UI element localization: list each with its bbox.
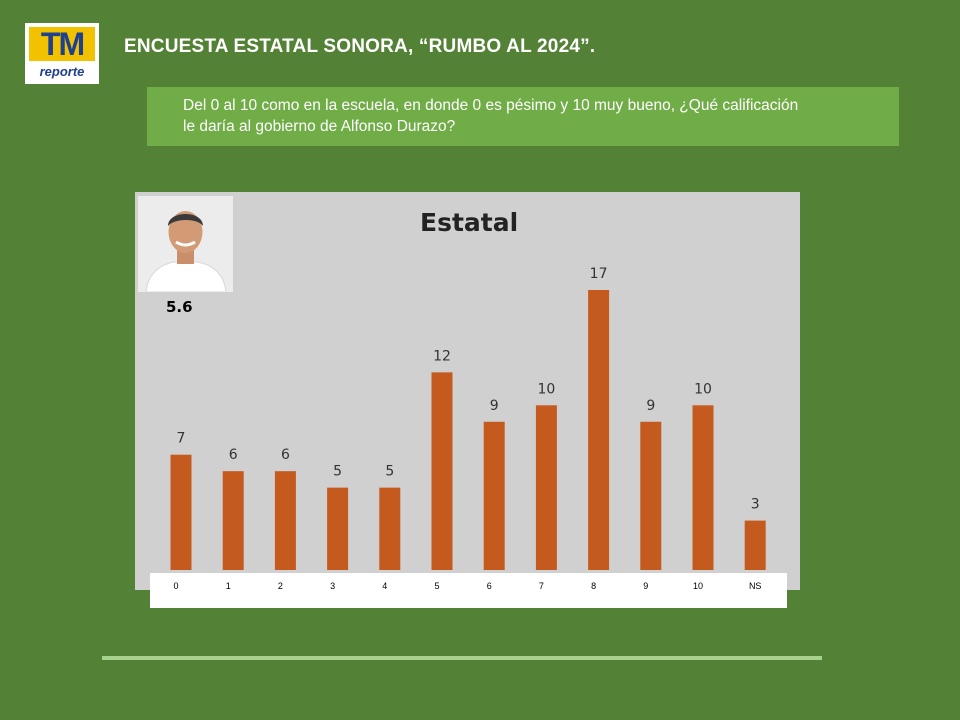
data-label-6: 9: [490, 398, 499, 414]
x-tick-label-7: 7: [539, 581, 544, 591]
x-tick-label-4: 4: [382, 581, 387, 591]
x-tick-label-3: 3: [330, 581, 335, 591]
x-tick-label-2: 2: [278, 581, 283, 591]
question-box: Del 0 al 10 como en la escuela, en donde…: [147, 87, 899, 146]
bar-9: [640, 421, 662, 570]
x-tick-label-10: 10: [693, 581, 703, 591]
bottom-divider: [102, 656, 822, 660]
bar-NS: [744, 520, 766, 570]
bar-7: [535, 405, 557, 570]
x-tick-label-NS: NS: [749, 581, 762, 591]
data-label-2: 6: [281, 447, 290, 463]
person-portrait-icon: [138, 196, 233, 292]
data-label-0: 7: [177, 431, 186, 447]
x-tick-label-5: 5: [434, 581, 439, 591]
bar-3: [327, 487, 349, 570]
bar-4: [379, 487, 401, 570]
question-line-1: Del 0 al 10 como en la escuela, en donde…: [183, 97, 799, 114]
question-text: Del 0 al 10 como en la escuela, en donde…: [183, 95, 883, 137]
data-label-10: 10: [694, 381, 712, 397]
data-label-5: 12: [433, 348, 451, 364]
data-label-7: 10: [537, 381, 555, 397]
bar-2: [274, 471, 296, 570]
question-line-2: le daría al gobierno de Alfonso Durazo?: [183, 118, 456, 135]
x-tick-label-9: 9: [643, 581, 648, 591]
data-label-3: 5: [333, 464, 342, 480]
data-label-4: 5: [385, 464, 394, 480]
bar-0: [170, 454, 192, 570]
data-label-8: 17: [590, 266, 608, 282]
bar-6: [483, 421, 505, 570]
data-label-9: 9: [646, 398, 655, 414]
data-label-NS: 3: [751, 497, 760, 513]
chart-title: Estatal: [420, 208, 519, 237]
bar-8: [588, 290, 610, 570]
page-title: ENCUESTA ESTATAL SONORA, “RUMBO AL 2024”…: [124, 36, 596, 57]
bar-5: [431, 372, 453, 570]
chart-panel: [135, 192, 800, 590]
average-score: 5.6: [166, 298, 193, 316]
x-tick-label-0: 0: [173, 581, 178, 591]
x-tick-label-6: 6: [487, 581, 492, 591]
tm-reporte-logo: TM reporte: [25, 23, 99, 84]
bar-10: [692, 405, 714, 570]
x-axis-label-strip: [150, 573, 787, 608]
data-label-1: 6: [229, 447, 238, 463]
logo-main-text: TM: [29, 27, 95, 61]
x-tick-label-1: 1: [226, 581, 231, 591]
bar-1: [222, 471, 244, 570]
governor-photo: [138, 196, 233, 292]
logo-sub-text: reporte: [39, 64, 85, 79]
x-tick-label-8: 8: [591, 581, 596, 591]
